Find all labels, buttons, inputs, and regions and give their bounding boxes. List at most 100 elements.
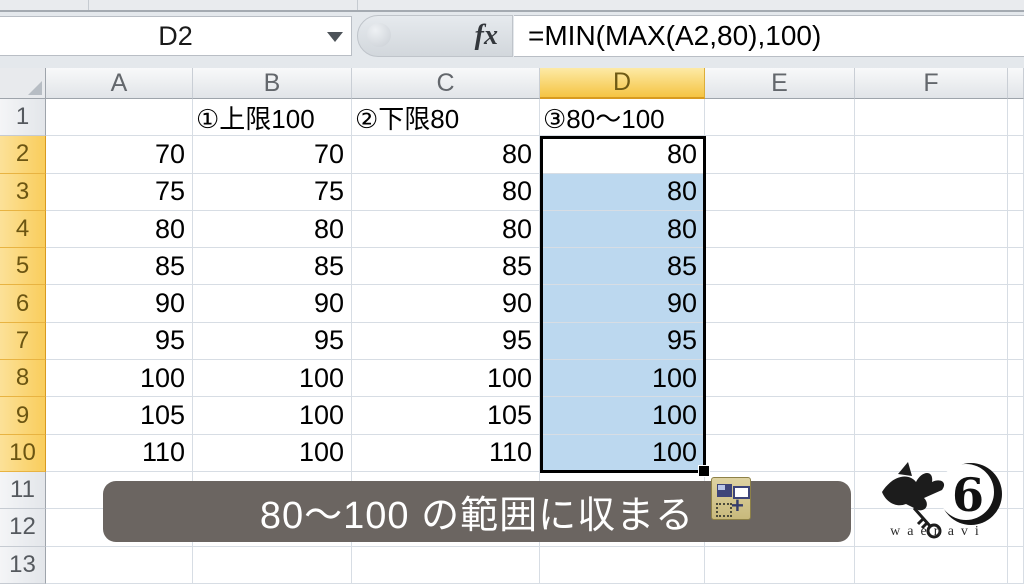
- cell-F1[interactable]: [855, 99, 1008, 137]
- cell-edge-row5: [1008, 248, 1024, 286]
- cell-B9[interactable]: 100: [193, 397, 352, 435]
- cell-F3[interactable]: [855, 173, 1008, 211]
- cell-C6[interactable]: 90: [352, 285, 540, 323]
- cell-E9[interactable]: [705, 397, 855, 435]
- cell-E2[interactable]: [705, 136, 855, 174]
- cell-B8[interactable]: 100: [193, 360, 352, 398]
- cell-F8[interactable]: [855, 360, 1008, 398]
- row-header-4[interactable]: 4: [0, 210, 46, 249]
- cell-F2[interactable]: [855, 136, 1008, 174]
- cell-B1[interactable]: ①上限100: [193, 99, 352, 137]
- cell-C5[interactable]: 85: [352, 248, 540, 286]
- cell-D2[interactable]: 80: [540, 136, 705, 174]
- cell-C4[interactable]: 80: [352, 210, 540, 249]
- cell-F9[interactable]: [855, 397, 1008, 435]
- cell-E10[interactable]: [705, 434, 855, 472]
- column-header-F[interactable]: F: [855, 68, 1008, 99]
- row-header-9[interactable]: 9: [0, 397, 46, 435]
- cell-A6[interactable]: 90: [46, 285, 193, 323]
- cell-C2[interactable]: 80: [352, 136, 540, 174]
- row-header-7[interactable]: 7: [0, 322, 46, 361]
- cell-E3[interactable]: [705, 173, 855, 211]
- cell-D3[interactable]: 80: [540, 173, 705, 211]
- column-header-A[interactable]: A: [46, 68, 193, 99]
- cell-C7[interactable]: 95: [352, 322, 540, 361]
- row-header-8[interactable]: 8: [0, 360, 46, 398]
- select-all-corner[interactable]: [0, 68, 46, 99]
- cell-E1[interactable]: [705, 99, 855, 137]
- cell-A7[interactable]: 95: [46, 322, 193, 361]
- cell-E8[interactable]: [705, 360, 855, 398]
- cell-E4[interactable]: [705, 210, 855, 249]
- cell-F7[interactable]: [855, 322, 1008, 361]
- row-header-11[interactable]: 11: [0, 471, 46, 510]
- cell-C1[interactable]: ②下限80: [352, 99, 540, 137]
- select-all-triangle-icon: [28, 81, 42, 95]
- cell-B10[interactable]: 100: [193, 434, 352, 472]
- column-header-C[interactable]: C: [352, 68, 540, 99]
- formula-bar-row: D2 fx =MIN(MAX(A2,80),100): [0, 12, 1024, 70]
- cell-F4[interactable]: [855, 210, 1008, 249]
- row-header-1[interactable]: 1: [0, 99, 46, 137]
- cell-C10[interactable]: 110: [352, 434, 540, 472]
- cell-E5[interactable]: [705, 248, 855, 286]
- cell-A3[interactable]: 75: [46, 173, 193, 211]
- row-header-5[interactable]: 5: [0, 248, 46, 286]
- cell-D4[interactable]: 80: [540, 210, 705, 249]
- bird-moon-icon: 6: [882, 462, 1002, 539]
- cell-B13[interactable]: [193, 546, 352, 584]
- cell-E13[interactable]: [705, 546, 855, 584]
- cell-B5[interactable]: 85: [193, 248, 352, 286]
- formula-input[interactable]: =MIN(MAX(A2,80),100): [514, 15, 1024, 57]
- name-box-dropdown-icon[interactable]: [327, 32, 343, 42]
- cell-B4[interactable]: 80: [193, 210, 352, 249]
- column-header-D[interactable]: D: [540, 68, 705, 99]
- cell-A5[interactable]: 85: [46, 248, 193, 286]
- cell-A1[interactable]: [46, 99, 193, 137]
- cell-D5[interactable]: 85: [540, 248, 705, 286]
- cell-B6[interactable]: 90: [193, 285, 352, 323]
- cell-D8[interactable]: 100: [540, 360, 705, 398]
- cell-D10[interactable]: 100: [540, 434, 705, 472]
- insert-function-button[interactable]: fx: [474, 20, 498, 51]
- row-header-13[interactable]: 13: [0, 546, 46, 584]
- row-header-2[interactable]: 2: [0, 136, 46, 174]
- cell-A2[interactable]: 70: [46, 136, 193, 174]
- cell-F6[interactable]: [855, 285, 1008, 323]
- cell-D6[interactable]: 90: [540, 285, 705, 323]
- cell-A4[interactable]: 80: [46, 210, 193, 249]
- fill-handle[interactable]: [698, 465, 710, 477]
- cell-A13[interactable]: [46, 546, 193, 584]
- caption-text: 80〜100 の範囲に収まる: [259, 495, 695, 537]
- cell-D7[interactable]: 95: [540, 322, 705, 361]
- cell-edge-row6: [1008, 285, 1024, 323]
- cell-F5[interactable]: [855, 248, 1008, 286]
- cell-edge-row2: [1008, 136, 1024, 174]
- name-box[interactable]: D2: [0, 16, 352, 56]
- cell-E7[interactable]: [705, 322, 855, 361]
- cell-E6[interactable]: [705, 285, 855, 323]
- cell-B7[interactable]: 95: [193, 322, 352, 361]
- cell-D9[interactable]: 100: [540, 397, 705, 435]
- cell-C8[interactable]: 100: [352, 360, 540, 398]
- cell-A9[interactable]: 105: [46, 397, 193, 435]
- cell-A8[interactable]: 100: [46, 360, 193, 398]
- cell-edge-row9: [1008, 397, 1024, 435]
- row-header-3[interactable]: 3: [0, 173, 46, 211]
- row-header-10[interactable]: 10: [0, 434, 46, 472]
- cell-A10[interactable]: 110: [46, 434, 193, 472]
- cell-C9[interactable]: 105: [352, 397, 540, 435]
- ribbon-divider: [357, 0, 358, 10]
- autofill-options-button[interactable]: +: [711, 477, 751, 520]
- row-header-12[interactable]: 12: [0, 509, 46, 547]
- cell-D1[interactable]: ③80〜100: [540, 99, 705, 137]
- row-header-6[interactable]: 6: [0, 285, 46, 323]
- cell-F13[interactable]: [855, 546, 1008, 584]
- cell-D13[interactable]: [540, 546, 705, 584]
- cell-B2[interactable]: 70: [193, 136, 352, 174]
- column-header-B[interactable]: B: [193, 68, 352, 99]
- cell-B3[interactable]: 75: [193, 173, 352, 211]
- cell-C13[interactable]: [352, 546, 540, 584]
- cell-C3[interactable]: 80: [352, 173, 540, 211]
- column-header-E[interactable]: E: [705, 68, 855, 99]
